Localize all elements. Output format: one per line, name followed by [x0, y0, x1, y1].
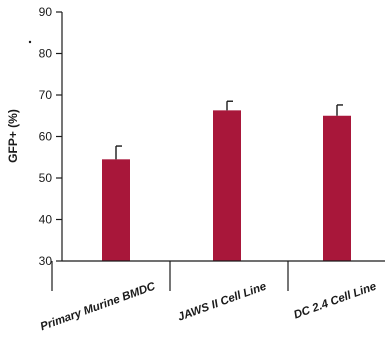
bar-3: [323, 115, 351, 261]
decorative-dot: [28, 40, 32, 44]
bars: [102, 110, 351, 261]
x-axis-labels: Primary Murine BMDC JAWS II Cell Line DC 2…: [39, 280, 379, 333]
y-tick-label: 90: [39, 5, 53, 19]
bar-1: [102, 159, 130, 261]
y-tick-label: 40: [39, 213, 53, 227]
x-category-label: JAWS II Cell Line: [176, 280, 268, 323]
y-tick-label: 80: [39, 47, 53, 61]
error-bars: [115, 100, 343, 160]
bar-2: [213, 110, 241, 261]
y-tick-label: 70: [39, 88, 53, 102]
y-axis-ticks: 30 40 50 60 70 80 90: [39, 5, 62, 268]
x-category-label: DC 2.4 Cell Line: [292, 280, 378, 321]
y-tick-label: 50: [39, 171, 53, 185]
x-category-label: Primary Murine BMDC: [39, 280, 158, 333]
y-tick-label: 60: [39, 130, 53, 144]
y-tick-label: 30: [39, 254, 53, 268]
x-axis-ticks: [51, 261, 289, 291]
y-axis-label: GFP+ (%): [6, 109, 20, 163]
